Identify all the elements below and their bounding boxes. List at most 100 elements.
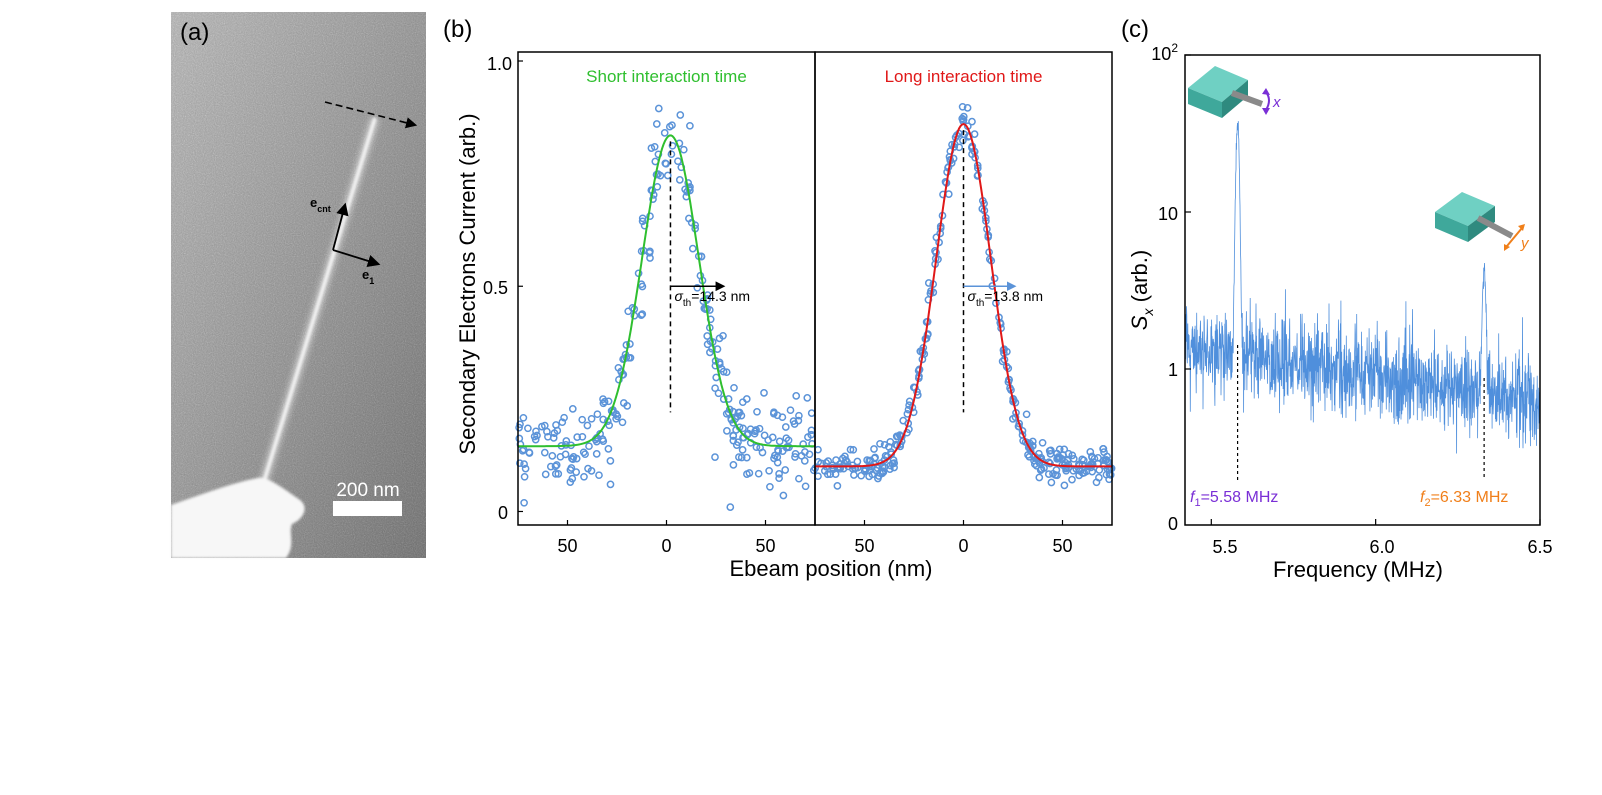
short-data-point: [554, 470, 563, 478]
long-data-point: [1038, 438, 1047, 447]
short-data-point: [614, 363, 623, 372]
short-data-point: [558, 418, 567, 427]
long-fit-curve: [815, 123, 1112, 468]
long-data-points: [811, 102, 1116, 490]
long-data-point: [849, 445, 858, 454]
short-data-point: [649, 195, 657, 203]
short-data-point: [807, 409, 816, 417]
short-xtick-left: 50: [557, 536, 577, 556]
short-data-point: [551, 462, 560, 471]
short-data-point: [753, 407, 761, 416]
mode-y-block-front: [1435, 212, 1468, 242]
long-data-point: [846, 445, 855, 454]
long-data-point: [968, 117, 976, 126]
spectrum-frame: [1184, 54, 1541, 526]
long-data-point: [948, 140, 956, 149]
short-data-point: [686, 121, 694, 130]
spectrum-tick-marks: [1185, 54, 1541, 525]
long-data-point: [947, 159, 956, 167]
short-data-point: [738, 398, 747, 407]
short-data-point: [572, 468, 581, 476]
short-data-point: [729, 461, 738, 469]
short-data-point: [593, 410, 602, 419]
short-data-points: [515, 104, 818, 511]
long-data-point: [1095, 473, 1103, 482]
short-data-point: [742, 453, 751, 462]
short-data-point: [638, 282, 647, 291]
long-data-point: [963, 104, 972, 112]
long-data-point: [1004, 364, 1013, 373]
mode-x-block-front: [1188, 88, 1222, 118]
short-data-point: [515, 459, 524, 468]
long-sigma-annotation: σth=13.8 nm: [968, 288, 1044, 309]
short-data-point: [637, 311, 646, 320]
panel-c-ytick-0: 0: [1168, 514, 1178, 534]
short-data-point: [779, 491, 788, 500]
panel-b-ytick-0-5: 0.5: [483, 278, 508, 298]
mode-y-arrow-head-bottom: [1504, 244, 1510, 251]
long-data-point: [1099, 444, 1108, 453]
short-data-point: [618, 418, 627, 427]
panel-c-label: (c): [1121, 16, 1149, 43]
panel-c-ylabel: Sx (arb.): [1127, 250, 1156, 330]
long-data-point: [1055, 445, 1064, 454]
axis-e-1-label: e1: [362, 267, 374, 286]
short-fit-curve: [518, 134, 815, 448]
panel-c-xtick-6-0: 6.0: [1369, 537, 1394, 557]
short-data-point: [638, 214, 647, 223]
short-data-point: [544, 432, 552, 441]
long-data-point: [899, 416, 908, 425]
mode-y-nanotube: [1476, 215, 1514, 239]
short-data-point: [711, 384, 719, 393]
short-data-point: [587, 414, 596, 423]
short-data-point: [578, 432, 587, 441]
short-data-point: [573, 433, 582, 441]
long-xtick-left: 50: [854, 536, 874, 556]
short-data-point: [520, 472, 529, 481]
mode-x-nanotube: [1230, 90, 1264, 107]
panel-b-label: (b): [443, 16, 472, 43]
long-data-point: [959, 112, 968, 121]
short-data-point: [805, 450, 814, 459]
long-data-point: [1069, 466, 1078, 475]
long-data-point: [923, 331, 932, 339]
short-data-point: [592, 450, 601, 458]
short-data-point: [581, 450, 589, 459]
short-data-point: [663, 171, 672, 180]
short-data-point: [561, 450, 570, 459]
long-title: Long interaction time: [885, 67, 1043, 86]
short-data-point: [532, 427, 540, 436]
short-data-point: [520, 460, 528, 468]
short-data-point: [781, 466, 790, 474]
short-data-point: [654, 104, 663, 113]
long-data-point: [833, 482, 842, 490]
long-data-point: [1106, 471, 1115, 479]
short-data-point: [737, 411, 746, 420]
short-data-point: [584, 464, 592, 473]
long-data-point: [929, 288, 938, 297]
short-data-point: [769, 409, 778, 418]
short-data-point: [515, 423, 523, 432]
long-data-point: [1068, 475, 1076, 484]
long-data-point: [958, 102, 967, 111]
mode-x-arrow-head-bottom: [1262, 108, 1270, 115]
short-data-point: [668, 121, 676, 130]
long-data-point: [1064, 449, 1073, 458]
mode-y-arrow-head-top: [1518, 224, 1525, 231]
short-data-point: [568, 474, 577, 483]
long-data-point: [870, 445, 878, 453]
short-data-point: [752, 426, 760, 434]
short-data-point: [668, 141, 677, 150]
short-data-point: [784, 436, 793, 445]
short-data-point: [723, 427, 731, 435]
short-data-point: [622, 341, 631, 349]
short-data-point: [774, 447, 783, 456]
mode-y-block-top: [1435, 192, 1495, 226]
short-data-point: [599, 399, 608, 408]
long-data-point: [878, 469, 887, 478]
mode-x-arrow-head-top: [1262, 88, 1270, 95]
long-data-point: [934, 255, 942, 264]
short-data-point: [524, 424, 532, 433]
short-data-point: [714, 389, 723, 398]
panel-b-ytick-0: 0: [498, 503, 508, 523]
